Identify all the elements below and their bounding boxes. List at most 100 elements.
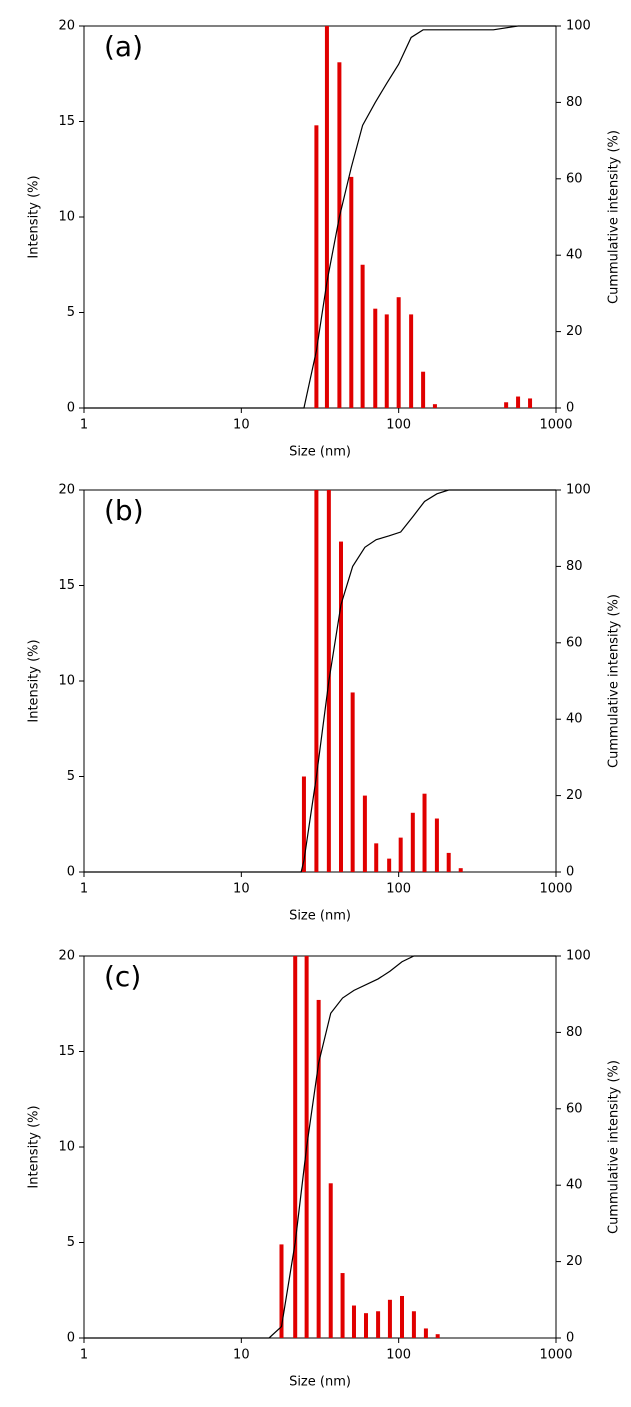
y2-tick-label: 20 (566, 324, 583, 339)
panel-label: (c) (104, 960, 141, 993)
y2-tick-label: 60 (566, 171, 583, 186)
y-tick-label: 10 (58, 210, 75, 225)
bar (360, 264, 365, 408)
x-tick-label: 10 (233, 1348, 250, 1363)
bar (340, 1273, 345, 1338)
y-tick-label: 10 (58, 674, 75, 689)
x-axis-label: Size (nm) (289, 445, 351, 460)
y-tick-label: 5 (67, 305, 75, 320)
y-axis-label: Intensity (%) (27, 1105, 42, 1188)
bar (387, 1299, 392, 1338)
bar (374, 843, 379, 872)
y2-axis-label: Cummulative intensity (%) (607, 594, 622, 768)
bar (373, 308, 378, 408)
bar (351, 1305, 356, 1338)
x-tick-label: 100 (386, 418, 411, 433)
bar (434, 818, 439, 872)
bar (446, 852, 451, 872)
y-tick-label: 15 (58, 114, 75, 129)
x-tick-label: 1000 (539, 418, 572, 433)
panel-label: (a) (104, 30, 143, 63)
bar (516, 396, 521, 408)
bar (328, 1183, 333, 1338)
bar (376, 1311, 381, 1338)
bar (349, 176, 354, 408)
bar (279, 1244, 284, 1338)
y2-tick-label: 60 (566, 1101, 583, 1116)
bar (504, 402, 509, 408)
x-tick-label: 1 (80, 418, 88, 433)
bar (432, 404, 437, 408)
plot-frame (83, 489, 557, 873)
bar (362, 795, 367, 872)
y2-tick-label: 40 (566, 248, 583, 263)
bar (364, 1313, 369, 1338)
x-tick-label: 10 (233, 418, 250, 433)
bar (314, 125, 319, 408)
bar (324, 26, 329, 408)
y2-tick-label: 40 (566, 1178, 583, 1193)
y-tick-label: 15 (58, 578, 75, 593)
y2-axis-label: Cummulative intensity (%) (607, 130, 622, 304)
x-tick-label: 10 (233, 882, 250, 897)
plot-frame (83, 25, 557, 409)
bar (337, 62, 342, 408)
y-tick-label: 0 (67, 1331, 75, 1346)
x-tick-label: 100 (386, 1348, 411, 1363)
y-tick-label: 20 (58, 19, 75, 34)
cumulative-line (84, 25, 556, 409)
bar (400, 1295, 405, 1338)
y2-tick-label: 100 (566, 949, 591, 964)
bar (458, 868, 463, 872)
y2-tick-label: 80 (566, 95, 583, 110)
bar (528, 398, 533, 408)
y2-tick-label: 60 (566, 635, 583, 650)
y-tick-label: 20 (58, 483, 75, 498)
y-tick-label: 10 (58, 1140, 75, 1155)
bar (423, 1328, 428, 1338)
y2-tick-label: 40 (566, 712, 583, 727)
y2-tick-label: 0 (566, 401, 574, 416)
y-tick-label: 20 (58, 949, 75, 964)
y2-tick-label: 100 (566, 19, 591, 34)
panel-label: (b) (104, 494, 144, 527)
y-axis-label: Intensity (%) (27, 175, 42, 258)
bar (435, 1334, 440, 1338)
bar (384, 314, 389, 408)
y2-tick-label: 20 (566, 1254, 583, 1269)
y-tick-label: 5 (67, 769, 75, 784)
bar (411, 1311, 416, 1338)
y2-axis-label: Cummulative intensity (%) (607, 1060, 622, 1234)
bar (316, 999, 321, 1338)
y-tick-label: 5 (67, 1235, 75, 1250)
x-axis-label: Size (nm) (289, 1375, 351, 1390)
x-tick-label: 1 (80, 1348, 88, 1363)
bar (409, 314, 414, 408)
x-tick-label: 100 (386, 882, 411, 897)
bar (421, 371, 426, 408)
cumulative-line (84, 489, 556, 873)
y2-tick-label: 100 (566, 483, 591, 498)
bar (387, 858, 392, 872)
x-tick-label: 1 (80, 882, 88, 897)
bar (396, 297, 401, 408)
y2-tick-label: 80 (566, 1025, 583, 1040)
bar (301, 776, 306, 872)
bar (338, 541, 343, 872)
bar (314, 490, 319, 872)
y2-tick-label: 20 (566, 788, 583, 803)
x-axis-label: Size (nm) (289, 909, 351, 924)
x-tick-label: 1000 (539, 882, 572, 897)
y2-tick-label: 80 (566, 559, 583, 574)
bar (350, 692, 355, 872)
y2-tick-label: 0 (566, 865, 574, 880)
bar (398, 837, 403, 872)
x-tick-label: 1000 (539, 1348, 572, 1363)
bar (293, 956, 298, 1338)
bar (410, 812, 415, 872)
cumulative-line (84, 955, 556, 1339)
y-tick-label: 0 (67, 865, 75, 880)
y2-tick-label: 0 (566, 1331, 574, 1346)
